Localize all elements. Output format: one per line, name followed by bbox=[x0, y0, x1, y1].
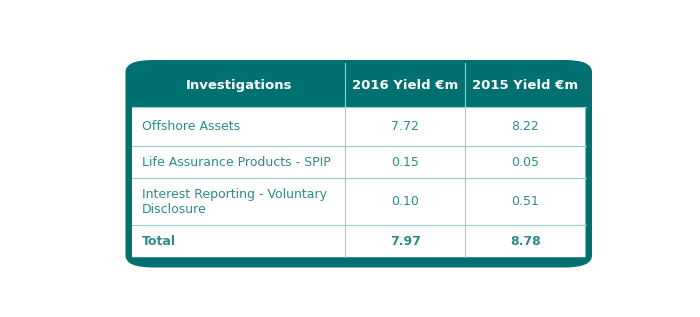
Text: 8.22: 8.22 bbox=[512, 120, 539, 133]
Text: 7.72: 7.72 bbox=[391, 120, 419, 133]
Text: Interest Reporting - Voluntary
Disclosure: Interest Reporting - Voluntary Disclosur… bbox=[141, 188, 327, 216]
Text: 0.05: 0.05 bbox=[512, 156, 540, 169]
Text: 0.10: 0.10 bbox=[391, 195, 419, 208]
Text: Life Assurance Products - SPIP: Life Assurance Products - SPIP bbox=[141, 156, 330, 169]
Text: Total: Total bbox=[141, 235, 176, 248]
Text: 2016 Yield €m: 2016 Yield €m bbox=[352, 79, 459, 92]
FancyBboxPatch shape bbox=[132, 63, 585, 107]
FancyBboxPatch shape bbox=[132, 107, 585, 257]
Text: 0.51: 0.51 bbox=[512, 195, 540, 208]
Text: 2015 Yield €m: 2015 Yield €m bbox=[473, 79, 578, 92]
Text: 7.97: 7.97 bbox=[390, 235, 421, 248]
Text: 0.15: 0.15 bbox=[391, 156, 419, 169]
Text: Investigations: Investigations bbox=[186, 79, 292, 92]
Text: Offshore Assets: Offshore Assets bbox=[141, 120, 240, 133]
Text: 8.78: 8.78 bbox=[510, 235, 541, 248]
FancyBboxPatch shape bbox=[125, 60, 592, 268]
